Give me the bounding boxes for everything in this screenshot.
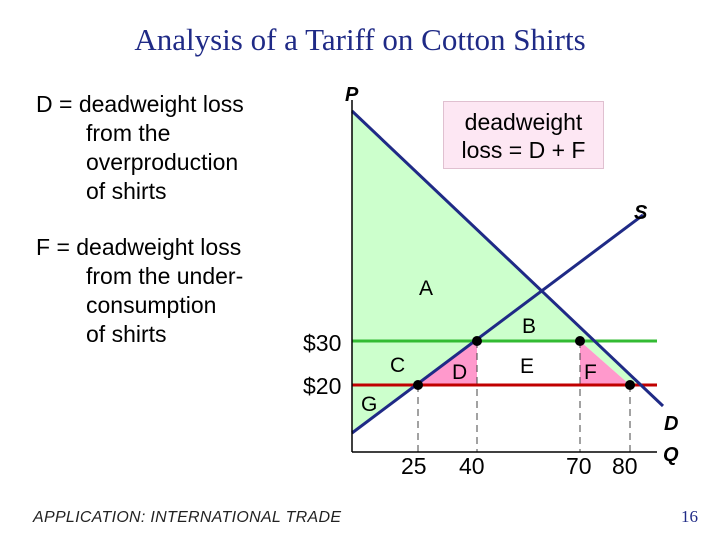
note-f-line-1: F = deadweight loss — [36, 234, 242, 260]
supply-curve — [351, 213, 644, 435]
footer-section-label: APPLICATION: INTERNATIONAL TRADE — [33, 509, 342, 526]
note-deadweight-f: F = deadweight loss from the under- cons… — [36, 233, 243, 349]
page-number: 16 — [681, 507, 698, 526]
note-d-line-2: from the — [86, 120, 171, 146]
callout-line-2: loss = D + F — [461, 137, 586, 163]
point-q80 — [625, 380, 635, 390]
price-label-30: $30 — [303, 330, 341, 356]
note-f-line-4: of shirts — [86, 321, 167, 347]
deadweight-loss-callout: deadweight loss = D + F — [443, 101, 604, 169]
demand-label: D — [664, 413, 678, 435]
callout-line-1: deadweight — [464, 109, 583, 135]
region-label-d: D — [452, 361, 467, 384]
point-q40 — [472, 336, 482, 346]
region-label-f: F — [584, 361, 597, 384]
x-axis-label: Q — [663, 444, 679, 466]
y-axis-label: P — [345, 84, 359, 106]
region-label-e: E — [520, 355, 534, 378]
note-deadweight-d: D = deadweight loss from the overproduct… — [36, 90, 244, 206]
region-label-b: B — [522, 315, 536, 338]
quantity-label-70: 70 — [566, 453, 592, 479]
supply-label: S — [634, 202, 648, 224]
region-deadweight-f — [580, 341, 630, 385]
note-f-line-2: from the under- — [86, 263, 244, 289]
demand-curve — [350, 109, 665, 408]
region-label-g: G — [361, 393, 377, 416]
point-q70 — [575, 336, 585, 346]
point-q25 — [413, 380, 423, 390]
quantity-label-25: 25 — [401, 453, 427, 479]
region-label-a: A — [419, 277, 433, 300]
price-label-20: $20 — [303, 373, 341, 399]
quantity-label-40: 40 — [459, 453, 485, 479]
note-d-line-3: overproduction — [86, 149, 239, 175]
note-f-line-3: consumption — [86, 292, 217, 318]
note-d-line-4: of shirts — [86, 178, 167, 204]
region-label-c: C — [390, 354, 405, 377]
note-d-line-1: D = deadweight loss — [36, 91, 244, 117]
quantity-label-80: 80 — [612, 453, 638, 479]
slide-title: Analysis of a Tariff on Cotton Shirts — [134, 22, 586, 57]
